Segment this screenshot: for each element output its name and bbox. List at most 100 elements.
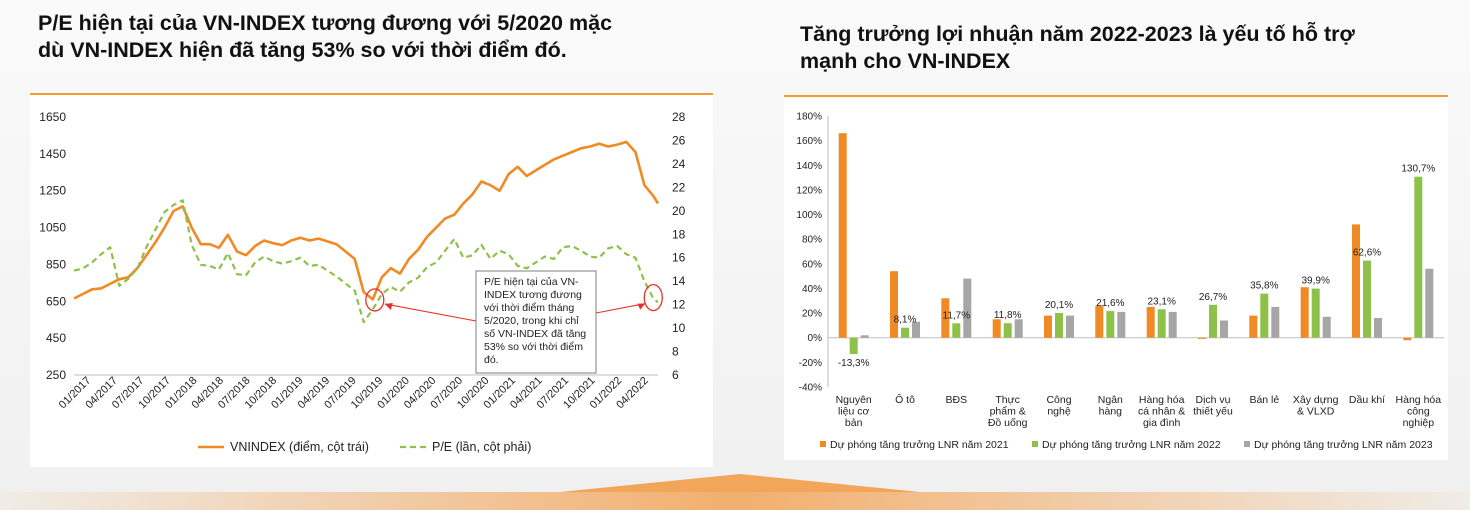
bar-series-3 bbox=[912, 321, 920, 338]
category-label: Thực bbox=[995, 394, 1020, 406]
profit-growth-bar-chart: -40% -20% 0% 20% 40% 60% 80% 100% 120% 140% 160% 18… bbox=[796, 112, 1444, 451]
bar-series-2 bbox=[901, 327, 909, 338]
left-axis-tick-label: 450 bbox=[46, 331, 66, 345]
y-axis-tick-label: -40% bbox=[799, 383, 822, 394]
right-title-line-2: mạnh cho VN-INDEX bbox=[800, 49, 1011, 73]
bar-series-2 bbox=[1157, 309, 1166, 338]
category-label: Bán lẻ bbox=[1249, 394, 1279, 406]
data-label: 130,7% bbox=[1401, 164, 1435, 175]
category-label: hàng bbox=[1099, 406, 1123, 418]
category-label: BĐS bbox=[946, 394, 968, 406]
data-label: -13,3% bbox=[838, 358, 870, 369]
bar-series-1 bbox=[1249, 315, 1258, 338]
arrow-head-2020 bbox=[384, 302, 393, 310]
category-label: nghệ bbox=[1047, 406, 1071, 418]
data-label: 21,6% bbox=[1096, 298, 1124, 309]
left-axis-tick-label: 1650 bbox=[39, 110, 66, 124]
legend-swatch-series-3 bbox=[1244, 441, 1250, 447]
category-label: Hàng hóa bbox=[1396, 394, 1442, 406]
bar-series-1 bbox=[941, 298, 950, 338]
data-label: 20,1% bbox=[1045, 300, 1073, 311]
legend-label-vnindex: VNINDEX (điểm, cột trái) bbox=[230, 440, 369, 454]
category-label: Dầu khí bbox=[1349, 394, 1385, 406]
legend-swatch-series-2 bbox=[1032, 441, 1038, 447]
bar-series-3 bbox=[963, 278, 972, 338]
y-axis-tick-label: 160% bbox=[796, 136, 822, 147]
legend-label-series-1: Dự phóng tăng trưởng LNR năm 2021 bbox=[830, 439, 1009, 451]
data-label: 11,8% bbox=[994, 310, 1022, 321]
y-axis-tick-label: 140% bbox=[796, 161, 822, 172]
right-axis-tick-label: 12 bbox=[672, 298, 686, 312]
right-axis-tick-label: 26 bbox=[672, 133, 686, 147]
bar-series-1 bbox=[992, 319, 1001, 338]
right-title-line-1: Tăng trưởng lợi nhuận năm 2022-2023 là y… bbox=[800, 22, 1355, 46]
bar-series-2 bbox=[849, 337, 858, 355]
highlight-circle-2022 bbox=[643, 283, 663, 312]
footer-accent-triangle bbox=[560, 474, 920, 492]
category-label: Ô tô bbox=[895, 393, 915, 406]
y-axis-tick-label: 180% bbox=[796, 112, 822, 123]
left-axis-tick-label: 1450 bbox=[39, 147, 66, 161]
right-axis-tick-label: 8 bbox=[672, 345, 679, 359]
bar-series-3 bbox=[1374, 318, 1382, 338]
annotation-box bbox=[475, 270, 597, 374]
right-axis-tick-label: 24 bbox=[672, 157, 686, 171]
y-axis-tick-label: 60% bbox=[802, 259, 822, 270]
category-label: Đồ uống bbox=[988, 417, 1028, 429]
category-label: & VLXD bbox=[1297, 406, 1335, 418]
category-label: gia đình bbox=[1143, 417, 1181, 429]
left-axis-tick-label: 650 bbox=[46, 294, 66, 308]
category-label: phẩm & bbox=[990, 406, 1026, 418]
vnindex-series-line bbox=[73, 140, 660, 301]
left-title-line-1: P/E hiện tại của VN-INDEX tương đương vớ… bbox=[38, 11, 613, 35]
highlight-circle-2020 bbox=[365, 288, 385, 312]
bar-series-3 bbox=[1220, 320, 1228, 338]
bar-series-2 bbox=[1311, 288, 1320, 338]
category-label: Nguyên bbox=[836, 394, 872, 406]
right-axis-tick-label: 14 bbox=[672, 274, 686, 288]
legend-label-series-2: Dự phóng tăng trưởng LNR năm 2022 bbox=[1042, 439, 1221, 451]
left-axis-tick-label: 850 bbox=[46, 257, 66, 271]
legend-label-pe: P/E (lần, cột phải) bbox=[432, 440, 531, 454]
data-label: 23,1% bbox=[1147, 296, 1175, 307]
bar-series-3 bbox=[1168, 311, 1177, 338]
bar-series-2 bbox=[1106, 311, 1115, 338]
left-panel-title: P/E hiện tại của VN-INDEX tương đương vớ… bbox=[38, 10, 728, 64]
category-label: bản bbox=[845, 417, 863, 429]
vnindex-pe-line-chart: 250 450 650 850 1050 1250 1450 1650 6 8 10 12 14 16 18… bbox=[39, 110, 686, 454]
bar-series-1 bbox=[1300, 287, 1309, 338]
footer-accent-bar bbox=[0, 492, 1470, 510]
category-label: Xây dựng bbox=[1293, 394, 1339, 406]
category-label: Ngân bbox=[1098, 394, 1123, 406]
bar-series-3 bbox=[1322, 316, 1331, 338]
bar-series-2 bbox=[1260, 293, 1269, 338]
data-label: 35,8% bbox=[1250, 281, 1278, 292]
bar-series-2 bbox=[1414, 176, 1423, 338]
legend-label-series-3: Dự phóng tăng trưởng LNR năm 2023 bbox=[1254, 439, 1433, 451]
y-axis-tick-label: 0% bbox=[808, 333, 823, 344]
right-axis-tick-label: 22 bbox=[672, 180, 686, 194]
bar-series-2 bbox=[1055, 313, 1063, 338]
y-axis-tick-label: 80% bbox=[802, 235, 822, 246]
left-axis-tick-label: 250 bbox=[46, 368, 66, 382]
annotation-arrow-2020 bbox=[384, 303, 477, 322]
category-label: Công bbox=[1046, 394, 1071, 406]
data-label: 39,9% bbox=[1301, 276, 1329, 287]
bar-series-1 bbox=[838, 133, 847, 338]
category-label: thiết yếu bbox=[1193, 406, 1233, 418]
annotation-text: P/E hiện tại của VN-INDEX tương đương với… bbox=[484, 276, 586, 366]
category-label: công bbox=[1407, 406, 1430, 418]
bar-series-2 bbox=[1209, 304, 1217, 338]
y-axis-tick-label: 40% bbox=[802, 284, 822, 295]
bar-series-1 bbox=[890, 271, 898, 338]
bar-series-3 bbox=[1117, 311, 1126, 338]
left-axis-tick-label: 1050 bbox=[39, 221, 66, 235]
bar-series-3 bbox=[1066, 315, 1074, 338]
bar-series-1 bbox=[1198, 337, 1206, 339]
bar-series-1 bbox=[1095, 305, 1104, 338]
y-axis-tick-label: -20% bbox=[799, 358, 822, 369]
bar-series-1 bbox=[1146, 306, 1155, 338]
right-axis-tick-label: 10 bbox=[672, 321, 686, 335]
annotation-arrow-2022 bbox=[595, 303, 646, 314]
bar-series-3 bbox=[1271, 306, 1280, 338]
